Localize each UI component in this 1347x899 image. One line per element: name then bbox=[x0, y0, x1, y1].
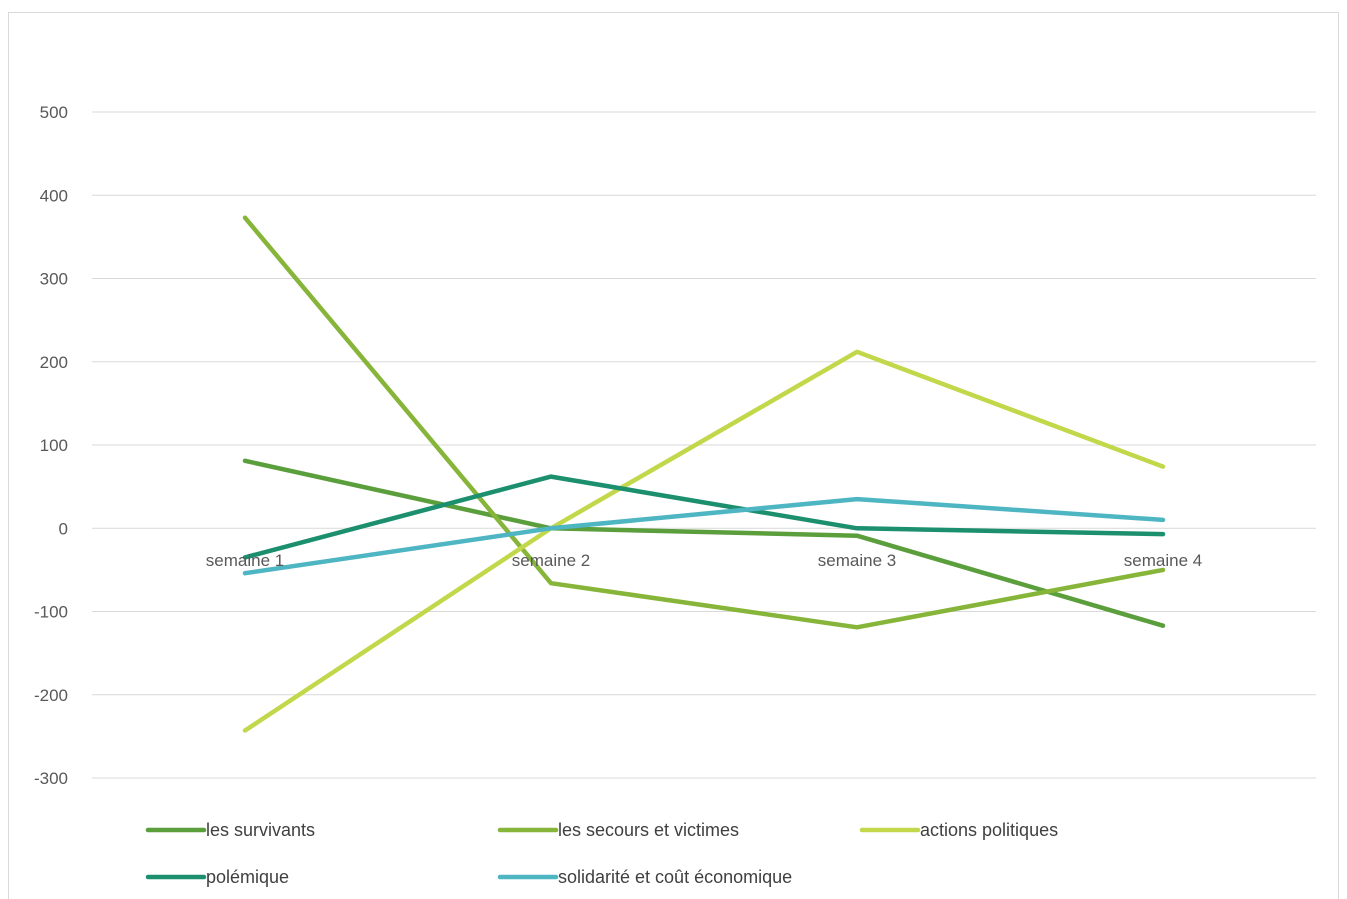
x-tick-label: semaine 1 bbox=[206, 551, 284, 570]
legend-item-2: les secours et victimes bbox=[497, 820, 739, 840]
y-tick-label: -200 bbox=[34, 686, 68, 705]
legend-label: les secours et victimes bbox=[558, 820, 739, 840]
series-line-2 bbox=[242, 215, 1166, 630]
y-axis-ticks: 500 400 300 200 100 0 -100 -200 -300 bbox=[34, 103, 68, 788]
x-tick-label: semaine 2 bbox=[512, 551, 590, 570]
y-tick-label: 400 bbox=[40, 186, 68, 205]
series-lines bbox=[242, 215, 1166, 733]
series-line-5 bbox=[242, 496, 1166, 576]
y-tick-label: -300 bbox=[34, 769, 68, 788]
y-tick-label: -100 bbox=[34, 603, 68, 622]
x-tick-label: semaine 3 bbox=[818, 551, 896, 570]
x-axis-ticks: semaine 1 semaine 2 semaine 3 semaine 4 bbox=[206, 551, 1202, 570]
series-line-1 bbox=[242, 458, 1166, 628]
legend-label: solidarité et coût économique bbox=[558, 867, 792, 887]
y-tick-label: 500 bbox=[40, 103, 68, 122]
legend-item-4: polémique bbox=[145, 867, 289, 887]
series-line-3 bbox=[242, 349, 1166, 733]
legend-item-5: solidarité et coût économique bbox=[497, 867, 792, 887]
legend: les survivants les secours et victimes act… bbox=[145, 820, 1058, 887]
legend-label: les survivants bbox=[206, 820, 315, 840]
legend-item-1: les survivants bbox=[145, 820, 315, 840]
x-tick-label: semaine 4 bbox=[1124, 551, 1202, 570]
y-tick-label: 300 bbox=[40, 270, 68, 289]
y-tick-label: 100 bbox=[40, 436, 68, 455]
legend-label: actions politiques bbox=[920, 820, 1058, 840]
legend-label: polémique bbox=[206, 867, 289, 887]
legend-item-3: actions politiques bbox=[859, 820, 1058, 840]
y-tick-label: 0 bbox=[59, 519, 68, 538]
series-line-4 bbox=[242, 474, 1166, 560]
y-tick-label: 200 bbox=[40, 353, 68, 372]
gridlines bbox=[92, 111, 1316, 779]
